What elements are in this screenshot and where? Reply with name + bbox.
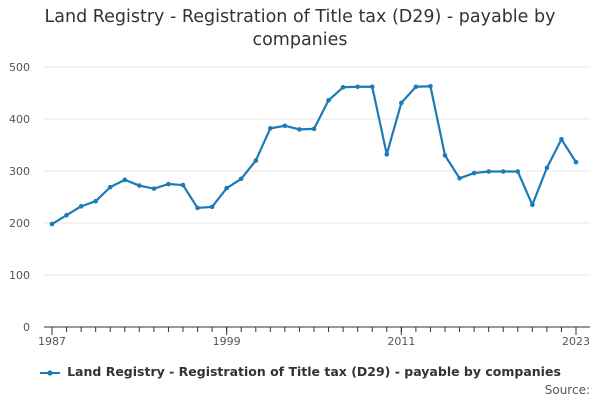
data-point[interactable] <box>180 182 186 188</box>
data-point[interactable] <box>559 136 564 142</box>
x-tick-label: 1987 <box>38 335 66 348</box>
data-point[interactable] <box>413 84 419 90</box>
data-point[interactable] <box>428 83 433 89</box>
y-tick-label: 400 <box>9 113 30 126</box>
data-point[interactable] <box>384 152 390 157</box>
data-point[interactable] <box>107 184 113 190</box>
y-axis-tick-labels: 0 100 200 300 400 500 <box>9 61 30 334</box>
y-tick-label: 0 <box>23 321 30 334</box>
data-point[interactable] <box>311 126 317 132</box>
data-point[interactable] <box>209 204 215 210</box>
legend-label: Land Registry - Registration of Title ta… <box>67 364 561 379</box>
data-point[interactable] <box>166 181 171 187</box>
data-point[interactable] <box>500 169 506 174</box>
y-tick-label: 100 <box>9 269 30 282</box>
data-point[interactable] <box>340 84 346 90</box>
x-tick-label: 2011 <box>387 335 415 348</box>
y-tick-label: 300 <box>9 165 30 178</box>
data-point[interactable] <box>457 175 462 181</box>
data-point[interactable] <box>442 153 448 158</box>
data-point[interactable] <box>282 123 288 129</box>
legend[interactable]: Land Registry - Registration of Title ta… <box>0 364 600 379</box>
data-point[interactable] <box>486 169 491 174</box>
data-point[interactable] <box>297 127 302 132</box>
x-tick-label: 1999 <box>213 335 241 348</box>
data-point[interactable] <box>268 126 273 131</box>
data-point[interactable] <box>224 185 229 191</box>
data-point[interactable] <box>122 177 128 183</box>
legend-swatch <box>40 369 61 376</box>
y-tick-label: 500 <box>9 61 30 74</box>
data-point[interactable] <box>326 97 331 103</box>
x-axis <box>44 326 590 335</box>
data-point[interactable] <box>49 221 55 227</box>
data-point[interactable] <box>195 205 200 211</box>
data-point[interactable] <box>573 159 579 165</box>
data-point[interactable] <box>355 84 360 90</box>
series-path <box>51 85 577 225</box>
data-point[interactable] <box>253 158 259 163</box>
data-point[interactable] <box>515 169 521 174</box>
series-line <box>51 85 577 225</box>
data-point[interactable] <box>151 186 157 191</box>
data-point[interactable] <box>399 100 404 106</box>
data-point[interactable] <box>78 204 84 209</box>
data-point[interactable] <box>93 198 98 204</box>
x-tick-label: 2023 <box>562 335 590 348</box>
data-point[interactable] <box>471 170 477 176</box>
chart-title: Land Registry - Registration of Title ta… <box>44 7 556 50</box>
x-axis-tick-labels: 1987 1999 2011 2023 <box>38 335 590 348</box>
y-tick-label: 200 <box>9 217 30 230</box>
series-points[interactable] <box>49 83 579 227</box>
data-point[interactable] <box>369 84 375 90</box>
source-label: Source: <box>544 383 590 397</box>
data-point[interactable] <box>137 183 142 188</box>
data-point[interactable] <box>238 176 244 182</box>
data-point[interactable] <box>544 165 550 171</box>
data-point[interactable] <box>64 212 69 218</box>
data-point[interactable] <box>530 202 535 208</box>
